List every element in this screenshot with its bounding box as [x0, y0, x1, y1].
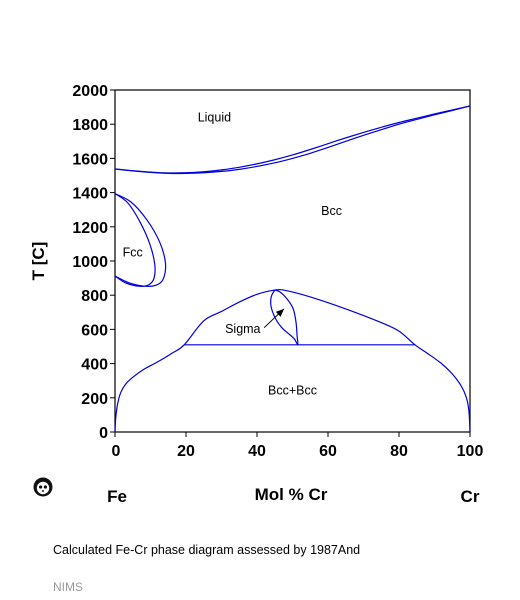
arrow-head — [275, 308, 284, 317]
y-tick-label: 400 — [81, 357, 108, 374]
y-tick-label: 1400 — [72, 186, 108, 203]
y-tick-label: 1600 — [72, 151, 108, 168]
x-tick-label: 0 — [112, 443, 121, 460]
x-tick-label: 40 — [248, 443, 266, 460]
phase-boundary-line — [270, 289, 299, 346]
phase-boundary-line — [114, 193, 167, 287]
x-axis-label: Mol % Cr — [255, 485, 328, 504]
source-label: NIMS — [53, 580, 83, 594]
y-tick-label: 1000 — [72, 254, 108, 271]
figure-caption: Calculated Fe-Cr phase diagram assessed … — [53, 543, 361, 557]
right-element-label: Cr — [461, 487, 480, 506]
y-tick-label: 2000 — [72, 83, 108, 100]
region-label: Sigma — [225, 322, 260, 336]
phase-boundary-line — [114, 105, 471, 174]
region-labels: Liquid Bcc Fcc Sigma Bcc+Bcc — [123, 111, 342, 398]
y-tick-label: 0 — [99, 425, 108, 442]
y-tick-label: 1200 — [72, 220, 108, 237]
region-label: Bcc+Bcc — [268, 383, 317, 397]
y-axis-ticks: 0 200 400 600 800 1000 1200 1400 1600 1800 2000 — [72, 83, 115, 442]
y-tick-label: 600 — [81, 322, 108, 339]
y-tick-label: 1800 — [72, 117, 108, 134]
phase-boundaries — [114, 105, 471, 433]
x-axis-ticks: 0 20 40 60 80 100 — [112, 432, 484, 460]
phase-boundary-line — [114, 288, 471, 433]
y-tick-label: 800 — [81, 288, 108, 305]
phase-boundary-line — [114, 105, 471, 175]
sigma-arrow — [263, 308, 285, 329]
y-tick-label: 200 — [81, 391, 108, 408]
nims-panda-logo-icon — [32, 476, 54, 503]
x-tick-label: 100 — [457, 443, 484, 460]
phase-boundary-line — [114, 193, 156, 287]
y-axis-label: T [C] — [29, 242, 48, 281]
region-label: Liquid — [198, 111, 231, 125]
x-tick-label: 60 — [319, 443, 337, 460]
region-label: Fcc — [123, 246, 143, 260]
x-tick-label: 80 — [390, 443, 408, 460]
left-element-label: Fe — [107, 487, 127, 506]
region-label: Bcc — [321, 204, 342, 218]
plot-frame — [114, 89, 471, 433]
x-tick-label: 20 — [177, 443, 195, 460]
